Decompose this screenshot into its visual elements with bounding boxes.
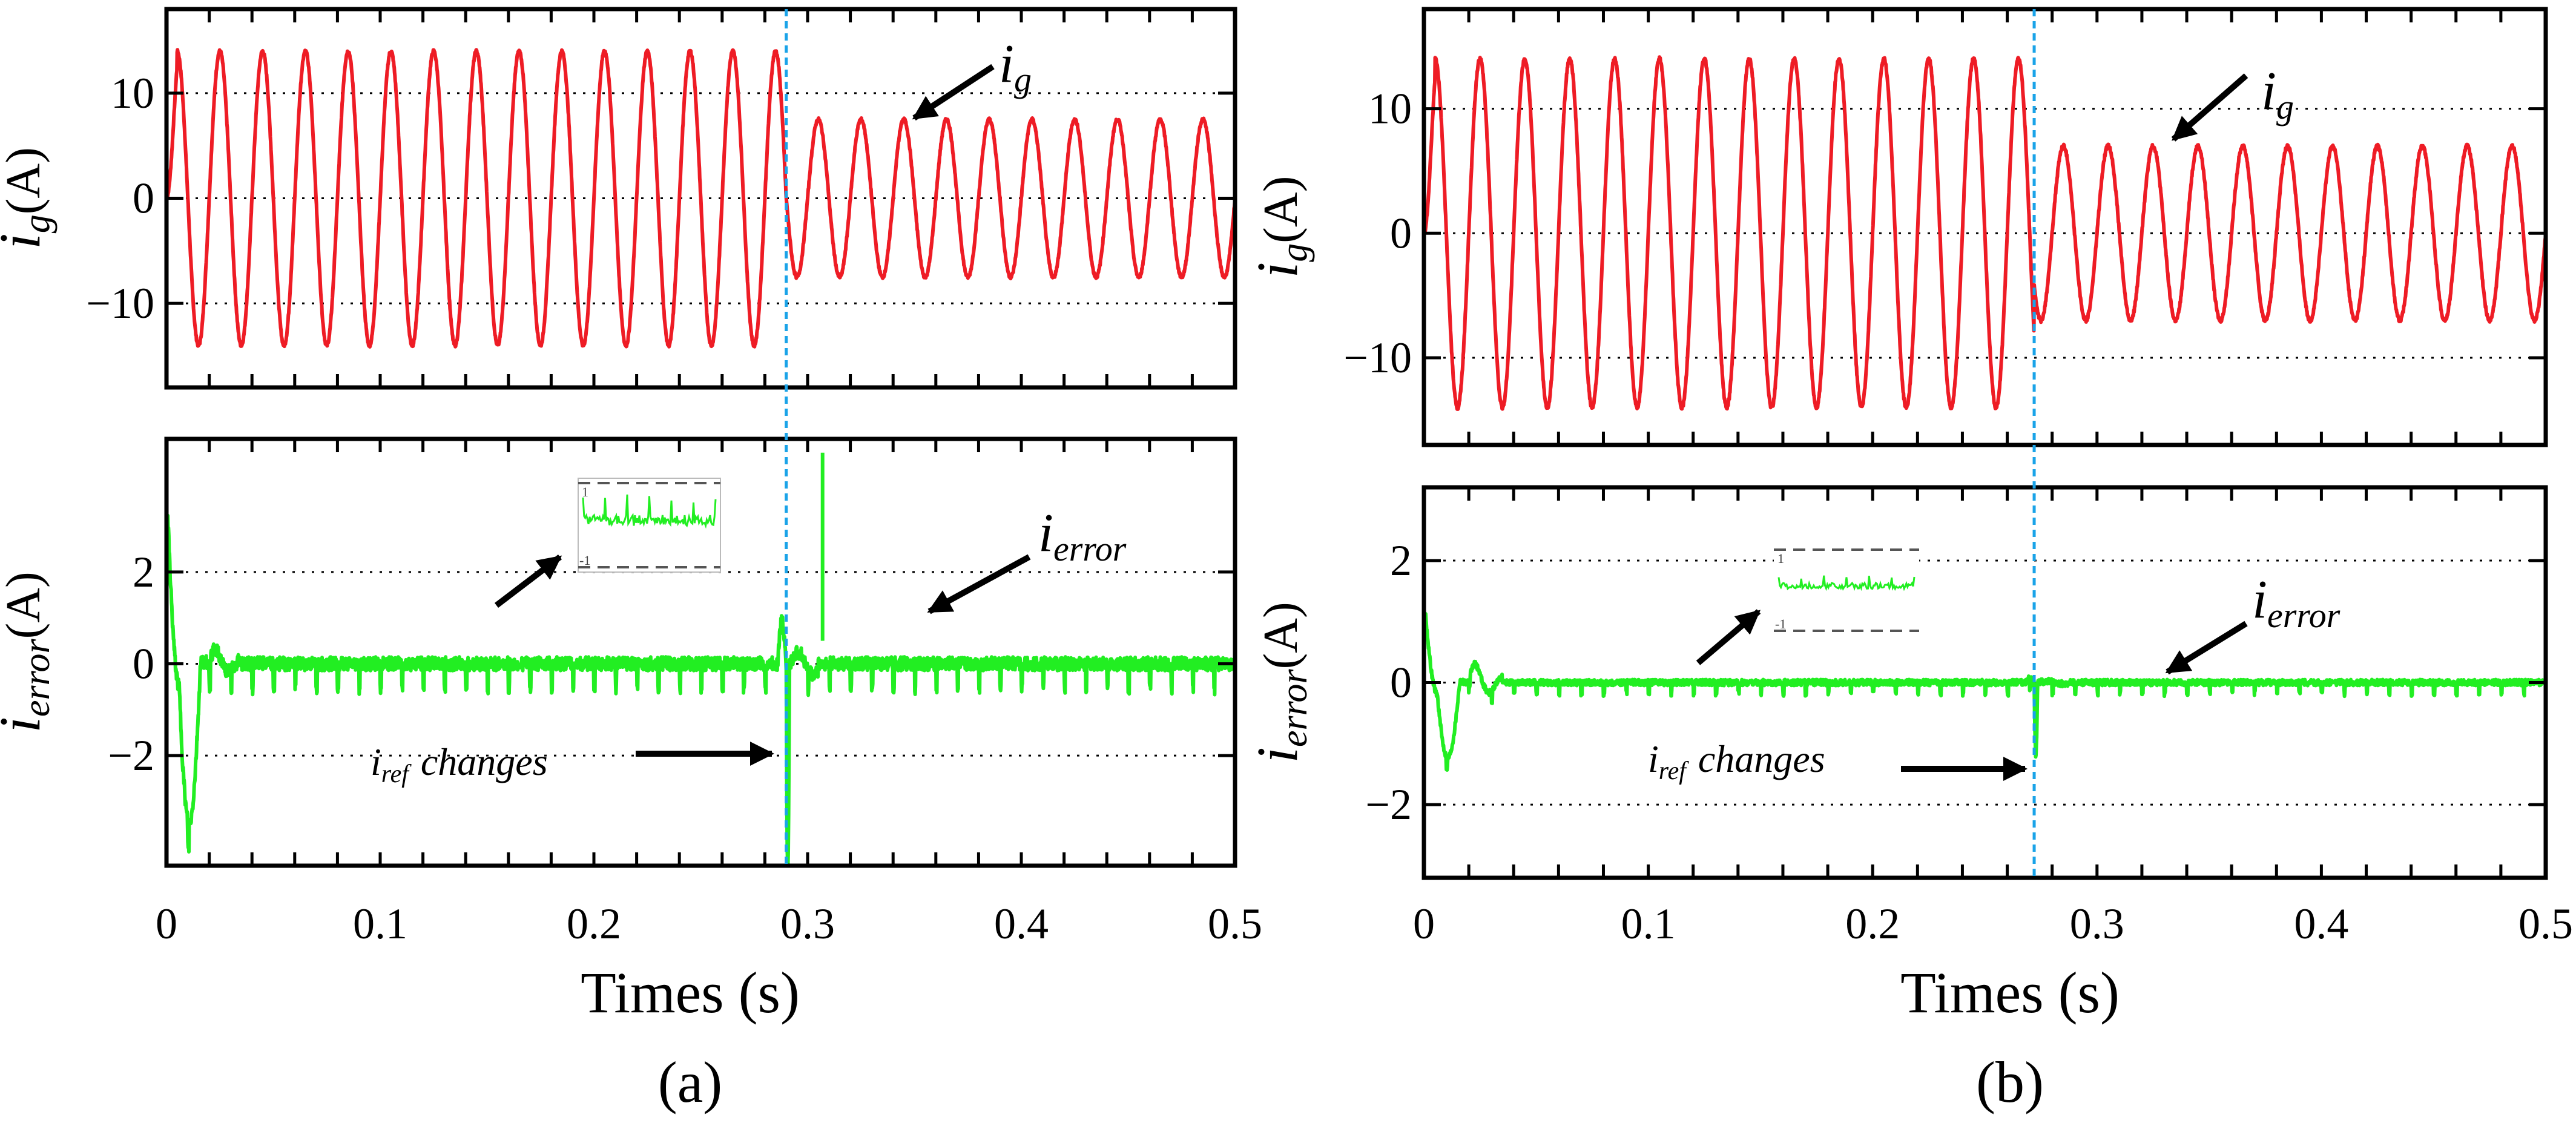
arrow-a-ierror [927,554,1031,614]
ylabel: ig(A) [0,147,58,249]
inset-frame [578,478,721,573]
ytick-label-1: 2 [1390,536,1412,585]
ytick-label-3: −2 [108,731,154,780]
inset-tick-bottom: -1 [579,553,590,568]
ylabel: ig(A) [1245,176,1315,278]
axes-box [1421,7,2548,447]
inset-frame [1774,545,1919,636]
ylabel-sub: g [1274,243,1315,262]
xtick-label-5: 0.4 [994,900,1049,948]
ytick-label-1: 10 [1368,85,1412,133]
ylabel-unit: (A) [1254,176,1308,243]
inset-tick-bottom: -1 [1775,616,1786,631]
arrow-b-ierror [2165,621,2248,675]
ylabel-unit: (A) [0,147,50,214]
inset-tick-top: 1 [582,484,588,499]
ytick-label-3: −10 [86,279,154,328]
ylabel-unit: (A) [1254,602,1308,669]
ylabel-main: i [1245,262,1309,278]
inset-signal [582,494,717,529]
ylabel-sub: error [1274,669,1315,747]
ytick-label-1: 10 [111,69,154,117]
ylabel-main: i [0,717,52,733]
inset-tick-top: 1 [1777,551,1784,566]
annot-b-ierror: ierror [2252,570,2340,635]
annot-a-ierror: ierror [1038,503,1127,568]
ytick-label-2: 0 [133,174,154,223]
arrow-a-ig [912,64,995,121]
arrow-b-ig [2171,73,2248,142]
ylabel-sub: error [16,639,58,717]
ylabel-unit: (A) [0,571,50,639]
series-line-ierror [165,513,1237,868]
panel-a-xlabel: Times (s) [581,960,800,1025]
ytick-label-3: −2 [1365,780,1412,829]
ylabel-main: i [1245,747,1309,763]
xtick-label-1: 0 [1413,900,1435,948]
series-line-ierror [1422,608,2548,772]
xtick-label-4: 0.3 [780,900,835,948]
ytick-label-3: −10 [1343,334,1412,382]
annot-b-iref-changes: iref changes [1648,737,1825,785]
xtick-label-5: 0.4 [2294,900,2348,948]
charts-layer: 100−10ig(A)20−200.10.20.30.40.5ierror(A)… [0,7,2573,948]
panel-b-xlabel: Times (s) [1900,960,2120,1025]
inset-a: 1 -1 [578,478,721,573]
axes-box [164,436,1237,868]
inset-signal [1777,575,1916,591]
xtick-label-3: 0.2 [567,900,621,948]
annot-a-ig: ig [999,34,1032,99]
xtick-label-2: 0.1 [1621,900,1676,948]
inset-b: 1 -1 [1774,545,1919,636]
series-line-ig [1422,55,2548,411]
ytick-label-1: 2 [133,548,154,596]
panel-a-label: (a) [658,1050,723,1114]
arrow-a-inset [494,555,562,608]
xtick-label-3: 0.2 [1845,900,1900,948]
ytick-label-2: 0 [1390,209,1412,257]
annot-a-iref-changes: iref changes [371,740,548,788]
xtick-label-1: 0 [156,900,177,948]
ytick-label-2: 0 [133,639,154,688]
ylabel-sub: g [16,214,58,233]
ylabel: ierror(A) [0,571,58,733]
annot-b-ig: ig [2261,61,2294,127]
arrow-b-inset [1696,609,1761,665]
series-line-ig [165,48,1237,349]
xtick-label-6: 0.5 [1208,900,1262,948]
ylabel: ierror(A) [1245,602,1315,763]
xtick-label-6: 0.5 [2518,900,2573,948]
xtick-label-2: 0.1 [353,900,407,948]
xtick-label-4: 0.3 [2070,900,2124,948]
ylabel-main: i [0,233,52,249]
ytick-label-2: 0 [1390,659,1412,707]
panel-b-label: (b) [1976,1050,2044,1114]
text-layer: Times (s) (a) Times (s) (b) ig ierror ir… [371,34,2340,1114]
